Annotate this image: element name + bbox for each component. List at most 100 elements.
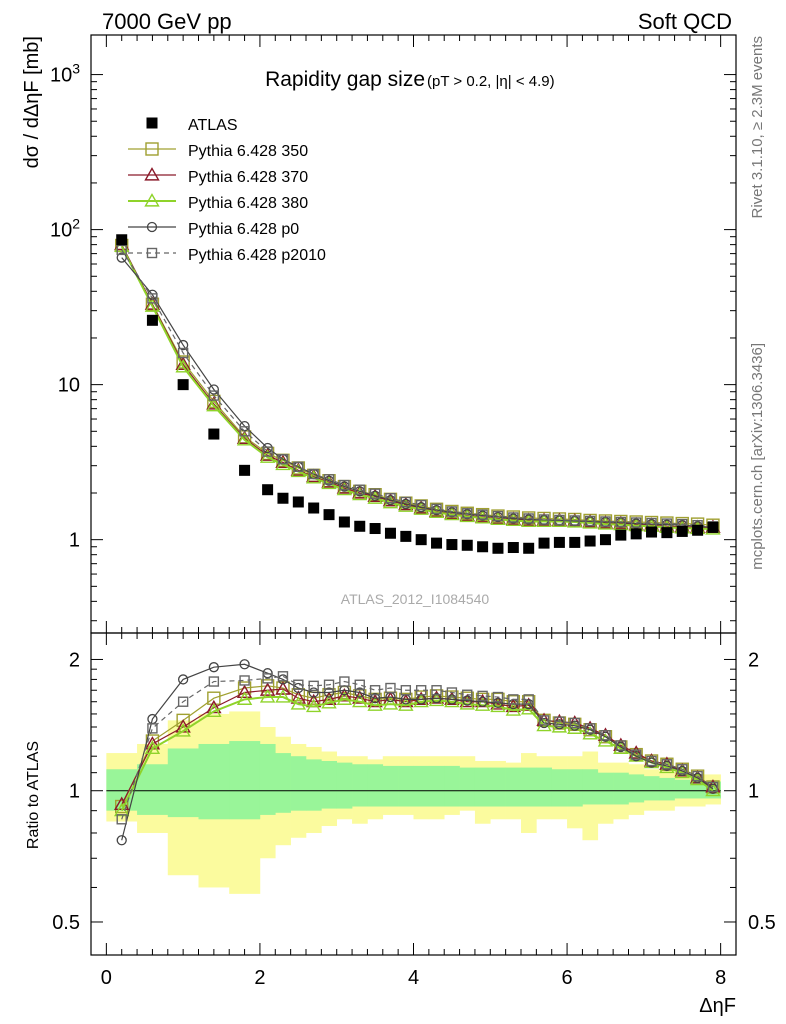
data-point-atlas: [553, 536, 565, 548]
data-point-atlas: [492, 542, 504, 554]
ratio-point: [554, 716, 565, 727]
data-point-atlas: [461, 539, 473, 551]
data-point: [293, 461, 304, 473]
ratio-point: [491, 692, 505, 707]
ratio-point: [290, 696, 307, 710]
band-inner-bin: [336, 762, 353, 809]
band-inner-bin: [490, 767, 506, 807]
band-inner-bin: [367, 764, 384, 807]
band-inner-bin: [597, 772, 614, 805]
band-inner-bin: [582, 769, 599, 805]
band-inner-bin: [137, 764, 169, 815]
data-point: [459, 508, 475, 523]
band-inner-bin: [321, 760, 338, 809]
ratio-point: [600, 730, 611, 741]
ratio-point: [369, 685, 381, 696]
ratio-point: [321, 694, 337, 709]
data-point: [239, 426, 250, 437]
data-point: [385, 493, 396, 504]
band-inner-bin: [628, 774, 645, 803]
data-point-atlas: [431, 537, 443, 549]
ratio-point: [208, 676, 220, 687]
x-tick-label: 2: [254, 967, 265, 989]
band-inner-bin: [643, 776, 660, 801]
ratio-point: [630, 749, 642, 760]
x-tick-label: 6: [562, 967, 573, 989]
band-inner-bin: [167, 748, 199, 818]
data-point: [597, 516, 614, 530]
data-point: [367, 490, 383, 504]
y-tick-label: 2: [69, 649, 80, 671]
data-point: [308, 468, 319, 480]
y-tick-label-right: 0.5: [748, 912, 776, 934]
band-inner-bin: [290, 756, 307, 811]
ratio-point: [446, 687, 458, 698]
band-inner-bin: [275, 753, 291, 813]
ratio-point: [400, 685, 412, 696]
data-point: [323, 474, 335, 485]
ratio-point: [477, 690, 488, 702]
legend-marker: [144, 193, 160, 207]
ratio-point: [352, 690, 368, 704]
band-inner-bin: [352, 764, 368, 807]
ratio-point: [259, 689, 276, 703]
ratio-point: [382, 696, 399, 710]
ratio-point: [505, 702, 522, 716]
data-point-atlas: [523, 542, 535, 554]
legend-marker: [145, 142, 159, 156]
ratio-point: [446, 694, 458, 705]
data-point: [177, 347, 189, 359]
data-point: [116, 244, 127, 256]
ratio-point: [615, 740, 627, 751]
data-point-atlas: [146, 314, 158, 326]
ratio-point: [444, 693, 460, 708]
data-point: [277, 454, 289, 465]
band-inner-bin: [474, 767, 491, 807]
data-point: [630, 517, 642, 528]
data-point-atlas: [599, 534, 611, 546]
y-tick-label: 1: [69, 781, 80, 803]
data-point-atlas: [177, 379, 189, 391]
legend-marker: [146, 247, 158, 259]
data-point: [492, 510, 504, 522]
header-right: Soft QCD: [638, 9, 732, 34]
data-point: [382, 492, 399, 507]
y-tick-label: 1: [69, 530, 80, 552]
rivet-version-label: Rivet 3.1.10, ≥ 2.3M events: [749, 36, 766, 219]
ratio-point: [339, 676, 350, 687]
ratio-point: [354, 687, 365, 698]
ratio-point: [431, 685, 442, 696]
band-inner-bin: [259, 743, 276, 815]
ratio-point: [275, 681, 291, 695]
ratio-point: [661, 759, 673, 770]
band-inner-bin: [505, 767, 522, 807]
data-point-atlas: [400, 530, 412, 542]
data-point-atlas: [538, 537, 550, 549]
data-point-atlas: [615, 529, 627, 541]
band-inner-bin: [428, 765, 445, 807]
band-inner-bin: [229, 741, 261, 820]
data-point-atlas: [446, 539, 458, 551]
ratio-point: [323, 687, 335, 698]
data-point: [339, 479, 350, 491]
ratio-point: [323, 679, 335, 690]
mcplots-reference-label: mcplots.cern.ch [arXiv:1306.3436]: [749, 343, 766, 570]
legend-marker: [144, 167, 160, 181]
ratio-point: [413, 693, 429, 708]
data-point-atlas: [584, 535, 596, 547]
ratio-point: [646, 755, 657, 767]
data-point: [262, 446, 273, 457]
ratio-point: [508, 694, 519, 705]
data-point: [400, 496, 412, 508]
data-point: [536, 513, 552, 528]
ratio-point: [398, 697, 414, 711]
ratio-point: [236, 684, 253, 699]
data-point-atlas: [323, 509, 335, 521]
legend-label: Pythia 6.428 380: [188, 195, 308, 212]
legend-label: ATLAS: [188, 117, 238, 134]
band-inner-bin: [689, 781, 706, 799]
data-point: [477, 509, 488, 520]
data-point: [520, 513, 537, 528]
data-point: [615, 516, 627, 528]
